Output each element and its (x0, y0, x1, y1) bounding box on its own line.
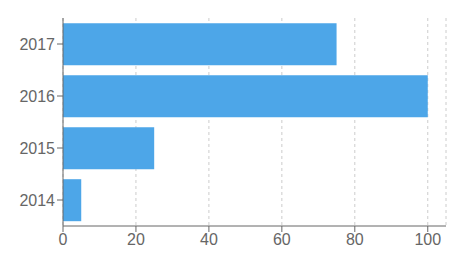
svg-text:40: 40 (200, 231, 218, 248)
svg-text:2017: 2017 (19, 36, 55, 53)
svg-text:2014: 2014 (19, 192, 55, 209)
svg-text:60: 60 (273, 231, 291, 248)
svg-text:2015: 2015 (19, 140, 55, 157)
svg-text:2016: 2016 (19, 88, 55, 105)
svg-text:20: 20 (127, 231, 145, 248)
svg-text:100: 100 (414, 231, 441, 248)
svg-text:80: 80 (346, 231, 364, 248)
svg-text:0: 0 (59, 231, 68, 248)
